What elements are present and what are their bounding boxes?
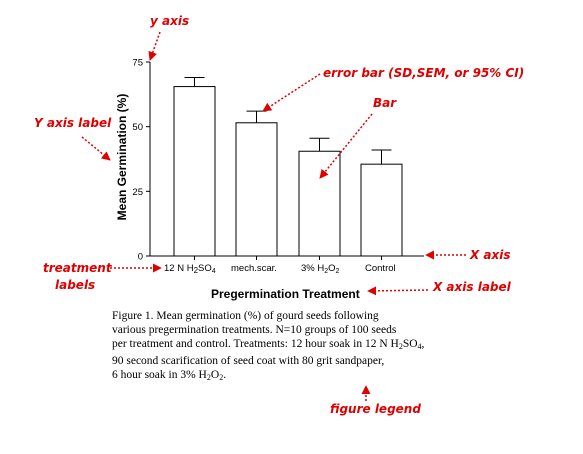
annotation-x-axis: X axis [469, 248, 511, 262]
annotation-error-bar: error bar (SD,SEM, or 95% CI) [323, 66, 524, 80]
caption-line-4: 90 second scarification of seed coat wit… [112, 355, 385, 367]
plot-area: 0 25 50 75 [132, 58, 424, 263]
figure-caption: Figure 1. Mean germination (%) of gourd … [112, 309, 512, 385]
x-tick-label-1: 12 N H2SO4 [164, 263, 216, 275]
y-tick-label-4: 75 [132, 58, 143, 69]
annotation-figure-legend: figure legend [330, 402, 421, 416]
y-axis-title: Mean Germination (%) [115, 94, 129, 221]
arrow-y-axis [148, 31, 161, 61]
annotations: y axis error bar (SD,SEM, or 95% CI) Bar… [34, 14, 524, 416]
annotation-x-axis-label: X axis label [432, 280, 512, 294]
annotation-bar: Bar [373, 96, 397, 110]
x-tick-label-2: mech.scar. [231, 263, 277, 274]
y-tick-label-2: 25 [132, 187, 143, 198]
caption-line-1: Figure 1. Mean germination (%) of gourd … [112, 310, 379, 322]
annotation-treatment-labels-1: treatment [43, 261, 113, 275]
caption-line-3: per treatment and control. Treatments: 1… [112, 338, 425, 351]
bar-4 [360, 163, 403, 257]
caption-line-5: 6 hour soak in 3% H2O2. [112, 369, 227, 382]
y-tick-label-1: 0 [138, 252, 143, 263]
caption-line-2: various pregermination treatments. N=10 … [112, 324, 397, 336]
arrow-bar [319, 113, 373, 179]
x-axis-title: Pregermination Treatment [211, 287, 360, 301]
y-tick-label-3: 50 [132, 122, 143, 133]
annotation-treatment-labels-2: labels [55, 278, 95, 292]
arrow-y-axis-label [81, 136, 111, 161]
arrow-error-bar [262, 73, 321, 112]
x-tick-label-3: 3% H2O2 [301, 263, 340, 275]
bar-1 [173, 86, 216, 257]
annotation-y-axis-label: Y axis label [34, 116, 112, 130]
bar-2 [235, 122, 278, 257]
bar-3 [298, 150, 341, 257]
arrow-x-axis-label [367, 286, 429, 296]
annotation-y-axis: y axis [150, 14, 189, 28]
x-tick-label-4: Control [365, 263, 396, 274]
